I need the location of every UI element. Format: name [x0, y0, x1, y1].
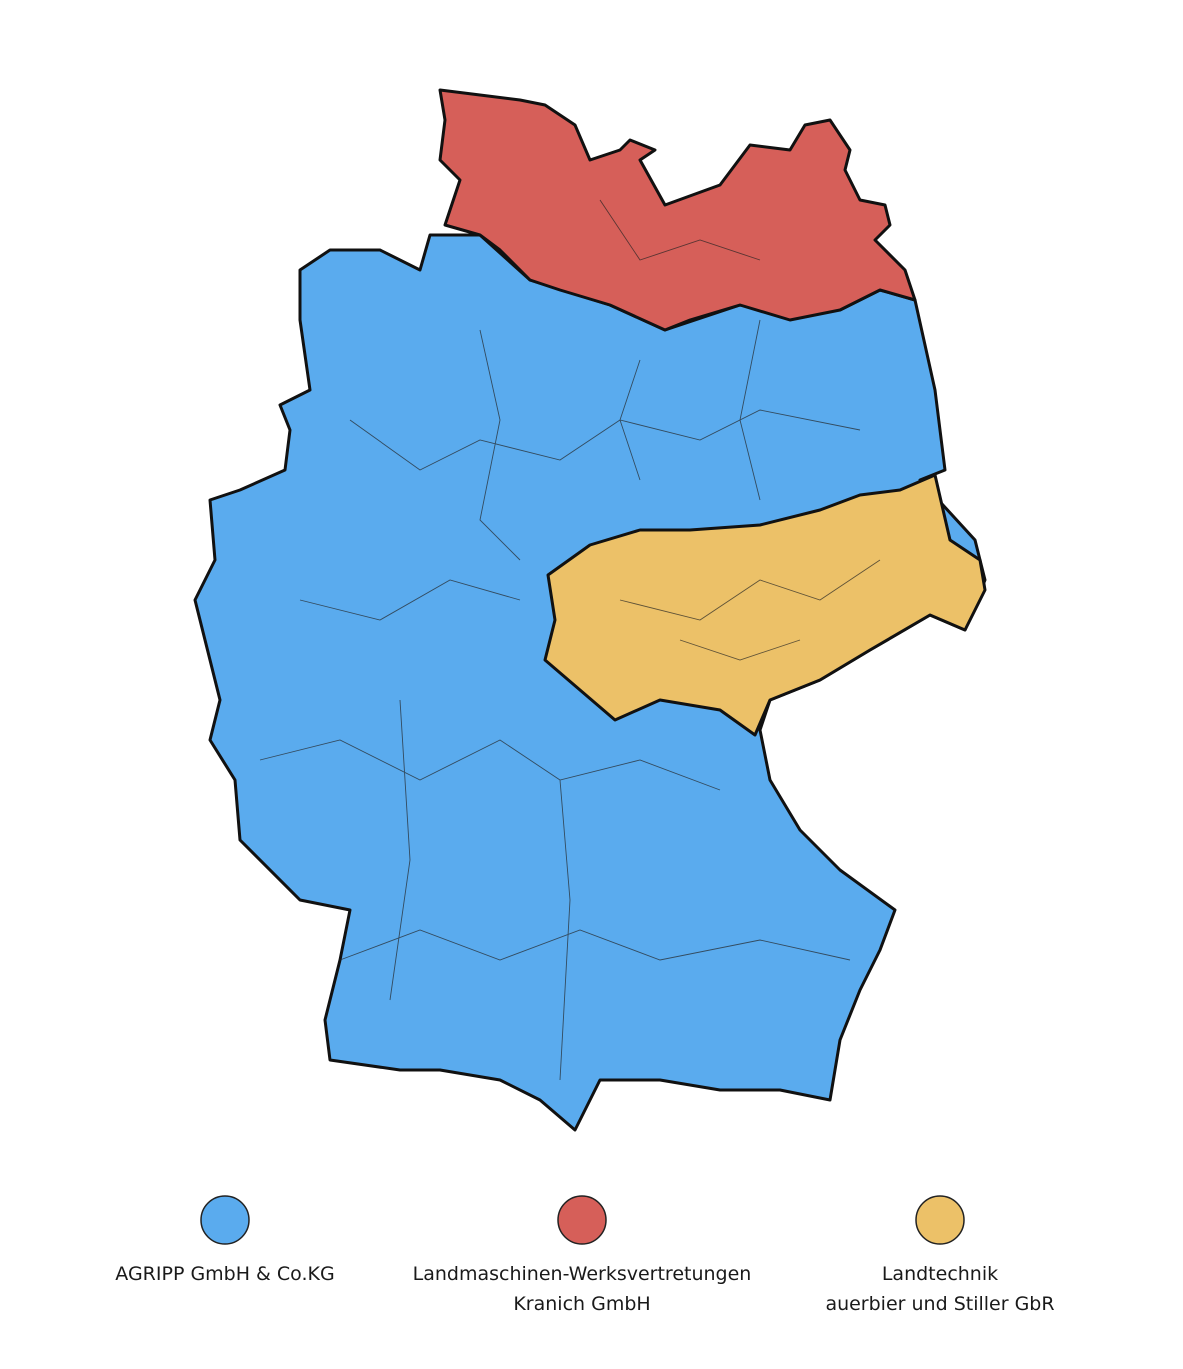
region-stiller: [543, 473, 987, 737]
country-regions: [193, 88, 987, 1132]
legend-swatch: [557, 1195, 607, 1245]
legend-label: auerbier und Stiller GbR: [825, 1293, 1054, 1315]
legend-swatch: [200, 1195, 250, 1245]
district-borders: [259, 199, 881, 1081]
legend-swatch: [915, 1195, 965, 1245]
legend: AGRIPP GmbH & Co.KG Landmaschinen-Werksve…: [115, 1195, 1055, 1315]
legend-label: AGRIPP GmbH & Co.KG: [115, 1263, 334, 1285]
region-kranich: [438, 88, 917, 332]
legend-label: Landmaschinen-Werksvertretungen: [413, 1263, 752, 1285]
legend-label: Kranich GmbH: [513, 1293, 650, 1315]
legend-label: Landtechnik: [882, 1263, 998, 1285]
